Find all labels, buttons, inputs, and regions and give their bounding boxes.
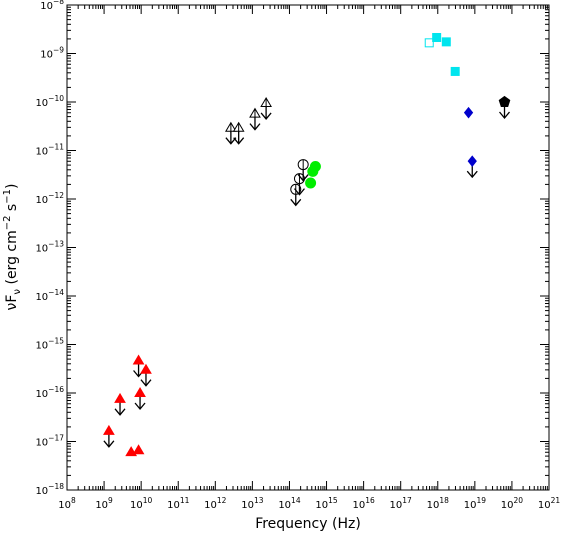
x-tick-label: 1013 xyxy=(241,496,264,511)
upper-limit-arrowhead xyxy=(249,123,261,131)
data-point-marker xyxy=(114,392,126,403)
x-tick-label: 1011 xyxy=(167,496,190,511)
y-title-f: F xyxy=(4,295,20,303)
x-tick-label: 1010 xyxy=(130,496,153,511)
series-0 xyxy=(103,354,152,448)
data-points xyxy=(103,32,511,457)
upper-limit-arrowhead xyxy=(499,111,511,120)
y-axis-title: νFν (erg cm−2 s−1) xyxy=(2,184,23,311)
y-tick-label: 10−12 xyxy=(35,191,64,206)
x-tick-label: 1020 xyxy=(501,496,524,511)
y-tick-label: 10−10 xyxy=(35,94,64,109)
series-3 xyxy=(290,159,309,207)
data-point-marker xyxy=(132,354,145,365)
series-9 xyxy=(498,95,511,120)
x-tick-label: 1014 xyxy=(278,496,301,511)
series-2 xyxy=(225,96,272,145)
data-point-marker xyxy=(103,424,115,435)
plot-frame xyxy=(66,4,550,491)
upper-limit-arrowhead xyxy=(233,137,245,145)
y-tick-label: 10−9 xyxy=(40,46,64,61)
x-tick-label: 109 xyxy=(95,496,113,511)
series-7 xyxy=(463,106,474,119)
y-tick-label: 10−16 xyxy=(35,385,64,400)
series-6 xyxy=(432,32,460,76)
x-axis-title: Frequency (Hz) xyxy=(255,516,361,532)
upper-limit-arrowhead xyxy=(290,198,302,207)
series-4 xyxy=(305,161,321,189)
y-title-nu: ν xyxy=(4,302,20,310)
upper-limit-arrowhead xyxy=(293,188,305,196)
data-point-marker xyxy=(309,161,321,173)
upper-limit-arrowhead xyxy=(134,402,146,411)
data-point-marker xyxy=(463,106,474,119)
series-1 xyxy=(125,444,145,457)
x-tick-label: 1021 xyxy=(538,496,561,511)
y-title-s: s xyxy=(4,204,20,216)
data-point-marker xyxy=(132,444,145,455)
upper-limit-arrowhead xyxy=(466,170,478,179)
data-point-marker xyxy=(140,363,152,374)
y-tick-label: 10−18 xyxy=(35,482,64,497)
upper-limit-arrowhead xyxy=(297,174,309,182)
y-title-units-open: (erg cm xyxy=(4,230,20,289)
series-5 xyxy=(424,38,434,48)
series-8 xyxy=(466,155,478,179)
upper-limit-arrowhead xyxy=(225,137,237,145)
x-tick-label: 1016 xyxy=(352,496,375,511)
axis-ticks xyxy=(66,4,550,491)
data-point-marker xyxy=(498,95,511,107)
x-tick-label: 1015 xyxy=(315,496,338,511)
y-tick-label: 10−11 xyxy=(35,143,64,158)
upper-limit-arrowhead xyxy=(114,408,126,416)
y-tick-labels: 10−8 10−9 10−10 10−11 10−12 10−13 10−14 10−15 10… xyxy=(35,0,64,497)
x-tick-label: 1019 xyxy=(464,496,487,511)
y-title-sub: ν xyxy=(12,289,23,295)
y-title-exp2: −1 xyxy=(2,189,13,204)
upper-limit-arrowhead xyxy=(103,440,115,448)
data-point-marker xyxy=(467,155,477,167)
data-point-marker xyxy=(450,66,460,76)
x-tick-label: 108 xyxy=(58,496,76,511)
x-tick-label: 1018 xyxy=(427,496,450,511)
x-tick-label: 1012 xyxy=(204,496,227,511)
x-tick-labels: 108 109 1010 1011 1012 1013 1014 1015 1016 1017 10… xyxy=(58,496,560,511)
y-tick-label: 10−14 xyxy=(35,288,64,303)
data-point-marker xyxy=(441,37,451,47)
data-point-marker xyxy=(432,32,442,42)
data-point-marker xyxy=(134,387,146,397)
upper-limit-arrowhead xyxy=(260,112,272,120)
y-tick-label: 10−8 xyxy=(40,0,64,12)
upper-limit-arrowhead xyxy=(140,379,152,387)
y-tick-label: 10−13 xyxy=(35,240,64,255)
y-tick-label: 10−15 xyxy=(35,337,64,352)
data-point-marker xyxy=(424,38,434,48)
y-tick-label: 10−17 xyxy=(35,434,64,449)
data-point-marker xyxy=(305,177,317,189)
x-tick-label: 1017 xyxy=(390,496,413,511)
y-title-units-close: ) xyxy=(4,184,20,189)
y-title-exp1: −2 xyxy=(2,216,13,231)
